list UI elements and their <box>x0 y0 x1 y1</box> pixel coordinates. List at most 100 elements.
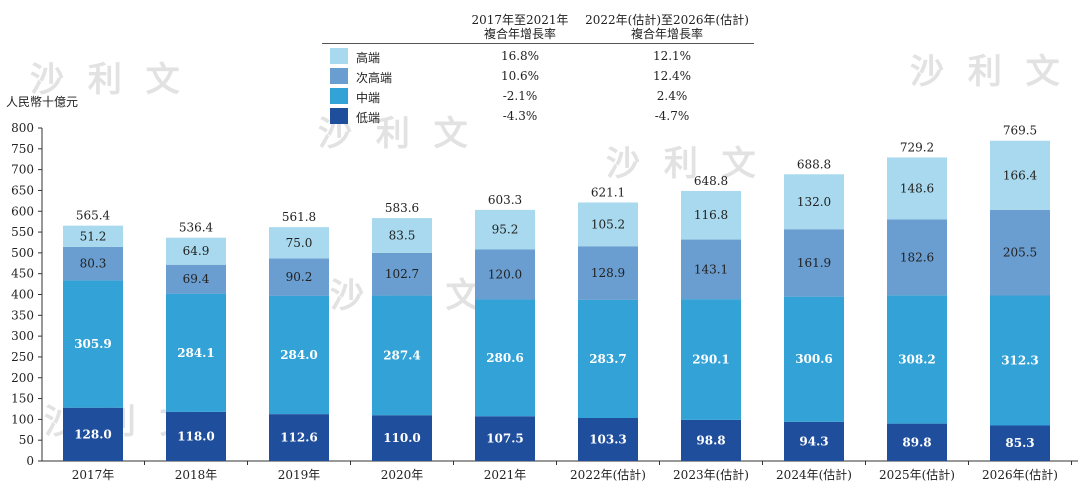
legend-swatch-sub-high <box>330 68 348 84</box>
y-tick-label: 700 <box>11 163 34 177</box>
bar-segment <box>887 157 947 220</box>
bar-segment <box>681 239 741 300</box>
y-axis-label: 人民幣十億元 <box>6 95 79 109</box>
data-label: 85.3 <box>1005 436 1034 450</box>
header1-line2: 複合年增長率 <box>483 27 556 41</box>
data-label: 132.0 <box>797 195 831 209</box>
bar-segment <box>475 299 535 417</box>
legend-label-sub-high: 次高端 <box>356 71 393 85</box>
x-tick-label: 2022年(估計) <box>570 467 646 482</box>
y-tick-label: 450 <box>11 267 34 281</box>
bar-segment <box>372 252 432 296</box>
cagr-high-2022-2026: 12.1% <box>652 49 692 63</box>
bar-segment <box>372 415 432 461</box>
bar-segment <box>887 219 947 296</box>
data-label: 287.4 <box>383 348 421 362</box>
bar-segment <box>166 411 226 461</box>
data-label: 80.3 <box>80 257 107 271</box>
cagr-mid-2017-2021: -2.1% <box>502 89 538 103</box>
bar-segment <box>63 280 123 408</box>
y-tick-label: 750 <box>11 142 34 156</box>
data-label: 83.5 <box>389 228 416 242</box>
data-label: 161.9 <box>797 256 831 270</box>
total-label: 583.6 <box>385 201 419 215</box>
bar-segment <box>784 421 844 461</box>
watermark-1: 沙 利 文 <box>30 60 186 100</box>
data-label: 94.3 <box>799 434 828 448</box>
bar-segment <box>990 140 1050 210</box>
watermark-3: 沙 利 文 <box>606 144 762 184</box>
bar-segment <box>475 249 535 300</box>
data-label: 90.2 <box>286 270 313 284</box>
legend-row-mid: 中端 -2.1% 2.4% <box>0 88 760 106</box>
watermark-4: 沙 利 文 <box>910 52 1066 92</box>
legend-label-mid: 中端 <box>356 91 381 105</box>
y-tick-label: 150 <box>11 392 34 406</box>
x-tick-label: 2021年 <box>484 468 527 482</box>
y-tick-label: 300 <box>11 329 34 343</box>
bar-segment <box>372 218 432 253</box>
bar-segment <box>681 190 741 240</box>
table-header-2017-2021: 2017年至2021年 複合年增長率 <box>460 13 580 41</box>
data-label: 105.2 <box>591 217 625 231</box>
bar-segment <box>63 407 123 461</box>
table-rule <box>322 43 754 44</box>
data-label: 143.1 <box>694 262 728 276</box>
bar-segment <box>681 419 741 461</box>
total-label: 621.1 <box>591 185 625 199</box>
cagr-high-2017-2021: 16.8% <box>500 49 540 63</box>
bar-segment <box>887 423 947 461</box>
legend-label-low: 低端 <box>356 111 381 125</box>
table-header-2022-2026: 2022年(估計)至2026年(估計) 複合年增長率 <box>582 13 752 41</box>
data-label: 283.7 <box>589 352 627 366</box>
total-label: 603.3 <box>488 193 522 207</box>
bar-segment <box>990 425 1050 461</box>
bar-segment <box>166 264 226 294</box>
legend-row-high: 高端 16.8% 12.1% <box>0 48 760 66</box>
x-tick-label: 2026年(估計) <box>982 467 1058 482</box>
data-label: 312.3 <box>1001 353 1039 367</box>
x-tick-label: 2017年 <box>72 468 115 482</box>
bar-segment <box>166 293 226 412</box>
bar-segment <box>166 237 226 265</box>
data-label: 182.6 <box>900 250 934 264</box>
data-label: 98.8 <box>696 433 725 447</box>
x-tick-label: 2020年 <box>381 468 424 482</box>
data-label: 305.9 <box>74 337 112 351</box>
total-label: 536.4 <box>179 221 214 235</box>
cagr-low-2017-2021: -4.3% <box>502 109 538 123</box>
data-label: 102.7 <box>385 267 419 281</box>
data-label: 89.8 <box>902 435 931 449</box>
x-tick-label: 2018年 <box>175 468 218 482</box>
legend-swatch-mid <box>330 88 348 104</box>
x-tick-label: 2025年(估計) <box>879 467 955 482</box>
data-label: 75.0 <box>286 236 313 250</box>
data-label: 308.2 <box>898 352 936 366</box>
data-label: 64.9 <box>183 244 210 258</box>
y-tick-label: 100 <box>11 412 34 426</box>
data-label: 103.3 <box>589 433 627 447</box>
x-tick-label: 2023年(估計) <box>673 467 749 482</box>
legend-swatch-high <box>330 48 348 64</box>
header1-line1: 2017年至2021年 <box>471 13 569 27</box>
total-label: 561.8 <box>282 210 316 224</box>
y-tick-label: 600 <box>11 204 34 218</box>
bar-segment <box>578 299 638 419</box>
y-tick-label: 50 <box>19 433 34 447</box>
total-label: 648.8 <box>694 174 728 188</box>
bar-segment <box>475 209 535 250</box>
bar-segment <box>578 418 638 461</box>
data-label: 284.0 <box>280 348 318 362</box>
x-tick-label: 2019年 <box>278 468 321 482</box>
legend-swatch-low <box>330 108 348 124</box>
cagr-sub-high-2022-2026: 12.4% <box>652 69 692 83</box>
data-label: 205.5 <box>1003 246 1037 260</box>
data-label: 300.6 <box>795 352 833 366</box>
data-label: 128.9 <box>591 266 625 280</box>
bar-segment <box>784 174 844 230</box>
data-label: 107.5 <box>486 432 524 446</box>
bar-segment <box>269 258 329 296</box>
data-label: 118.0 <box>177 429 215 443</box>
bar-segment <box>63 225 123 247</box>
bar-segment <box>784 229 844 297</box>
